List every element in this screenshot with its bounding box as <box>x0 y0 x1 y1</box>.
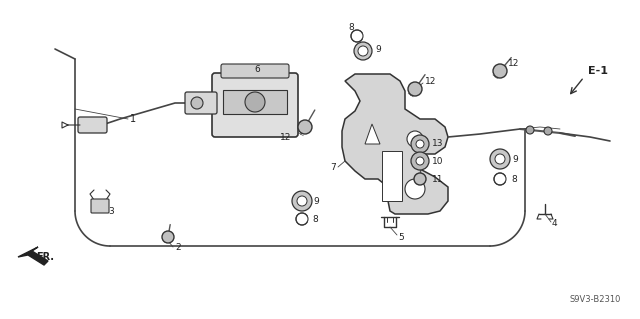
Text: FR.: FR. <box>36 252 54 262</box>
Bar <box>223 90 287 114</box>
Text: 9: 9 <box>375 44 381 54</box>
FancyBboxPatch shape <box>185 92 217 114</box>
Circle shape <box>407 131 423 147</box>
Circle shape <box>162 231 174 243</box>
Text: 5: 5 <box>398 233 404 241</box>
Polygon shape <box>365 124 380 144</box>
Text: 8: 8 <box>511 174 516 183</box>
Text: 6: 6 <box>254 64 260 73</box>
Circle shape <box>495 154 505 164</box>
Text: 8: 8 <box>312 214 317 224</box>
Bar <box>223 66 287 76</box>
Text: 12: 12 <box>425 77 436 85</box>
Text: 2: 2 <box>175 242 180 251</box>
Text: 10: 10 <box>432 157 444 166</box>
Circle shape <box>544 127 552 135</box>
Text: 13: 13 <box>432 139 444 149</box>
Circle shape <box>493 64 507 78</box>
Circle shape <box>245 92 265 112</box>
Circle shape <box>405 179 425 199</box>
Polygon shape <box>342 74 448 214</box>
FancyBboxPatch shape <box>212 73 298 137</box>
Polygon shape <box>18 247 48 265</box>
Text: 9: 9 <box>313 197 319 205</box>
Circle shape <box>414 173 426 185</box>
Circle shape <box>416 157 424 165</box>
Circle shape <box>354 42 372 60</box>
Text: 4: 4 <box>552 219 557 228</box>
FancyBboxPatch shape <box>78 117 107 133</box>
Text: 9: 9 <box>512 154 518 164</box>
Circle shape <box>526 126 534 134</box>
Circle shape <box>358 46 368 56</box>
Circle shape <box>408 82 422 96</box>
Circle shape <box>298 120 312 134</box>
Text: 7: 7 <box>330 162 336 172</box>
Text: 11: 11 <box>432 174 444 183</box>
Text: 12: 12 <box>280 132 291 142</box>
FancyBboxPatch shape <box>221 64 289 78</box>
Circle shape <box>416 140 424 148</box>
Circle shape <box>292 191 312 211</box>
Bar <box>382 151 402 201</box>
Text: 1: 1 <box>130 114 136 124</box>
Circle shape <box>411 135 429 153</box>
FancyBboxPatch shape <box>91 199 109 213</box>
Text: 3: 3 <box>108 206 114 216</box>
Text: 8: 8 <box>348 24 354 33</box>
Text: S9V3-B2310: S9V3-B2310 <box>570 294 621 303</box>
Circle shape <box>191 97 203 109</box>
Circle shape <box>490 149 510 169</box>
Circle shape <box>297 196 307 206</box>
Text: E-1: E-1 <box>588 66 608 76</box>
Text: 12: 12 <box>508 60 520 69</box>
Circle shape <box>411 152 429 170</box>
